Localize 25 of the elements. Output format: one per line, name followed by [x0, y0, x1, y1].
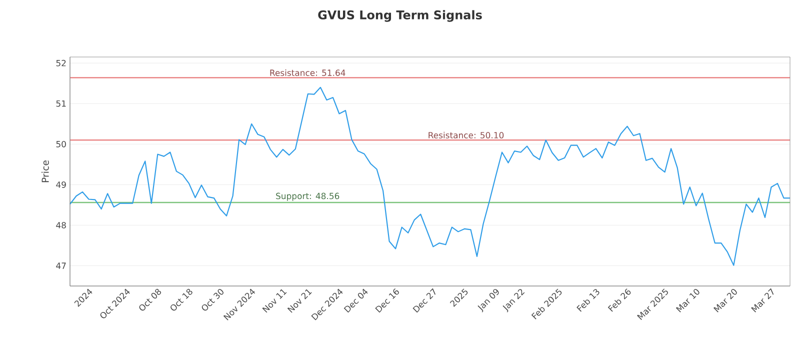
y-tick-label: 50	[56, 140, 66, 148]
y-tick-label: 48	[56, 222, 66, 228]
y-tick-label: 52	[56, 60, 66, 66]
x-tick-label: Dec 27	[412, 288, 436, 313]
x-tick-label: Dec 16	[375, 288, 399, 313]
ref-line-label: Support: 48.56	[276, 192, 340, 201]
x-tick-label: Dec 04	[344, 288, 368, 313]
x-tick-label: Mar 27	[751, 288, 774, 312]
ref-line-label: Resistance: 50.10	[428, 132, 504, 138]
x-tick-label: Jan 09	[478, 289, 499, 312]
y-tick-label: 51	[56, 100, 66, 107]
x-tick-label: Oct 18	[170, 288, 192, 311]
x-tick-label: Feb 13	[576, 289, 600, 312]
ref-line-label: Resistance: 51.64	[270, 69, 346, 76]
x-tick-label: Oct 08	[139, 288, 162, 311]
y-axis-title: Price	[42, 160, 49, 182]
x-tick-label: Mar 20	[714, 289, 737, 312]
x-tick-label: Nov 11	[262, 289, 287, 313]
x-tick-label: Oct 30	[202, 289, 224, 311]
y-tick-label: 47	[56, 262, 66, 269]
x-tick-label: Mar 10	[676, 289, 700, 312]
chart-title: GVUS Long Term Signals	[318, 10, 482, 22]
x-tick-label: Jan 22	[502, 289, 525, 312]
y-tick-label: 49	[56, 181, 66, 188]
x-tick-label: Feb 26	[608, 288, 631, 312]
